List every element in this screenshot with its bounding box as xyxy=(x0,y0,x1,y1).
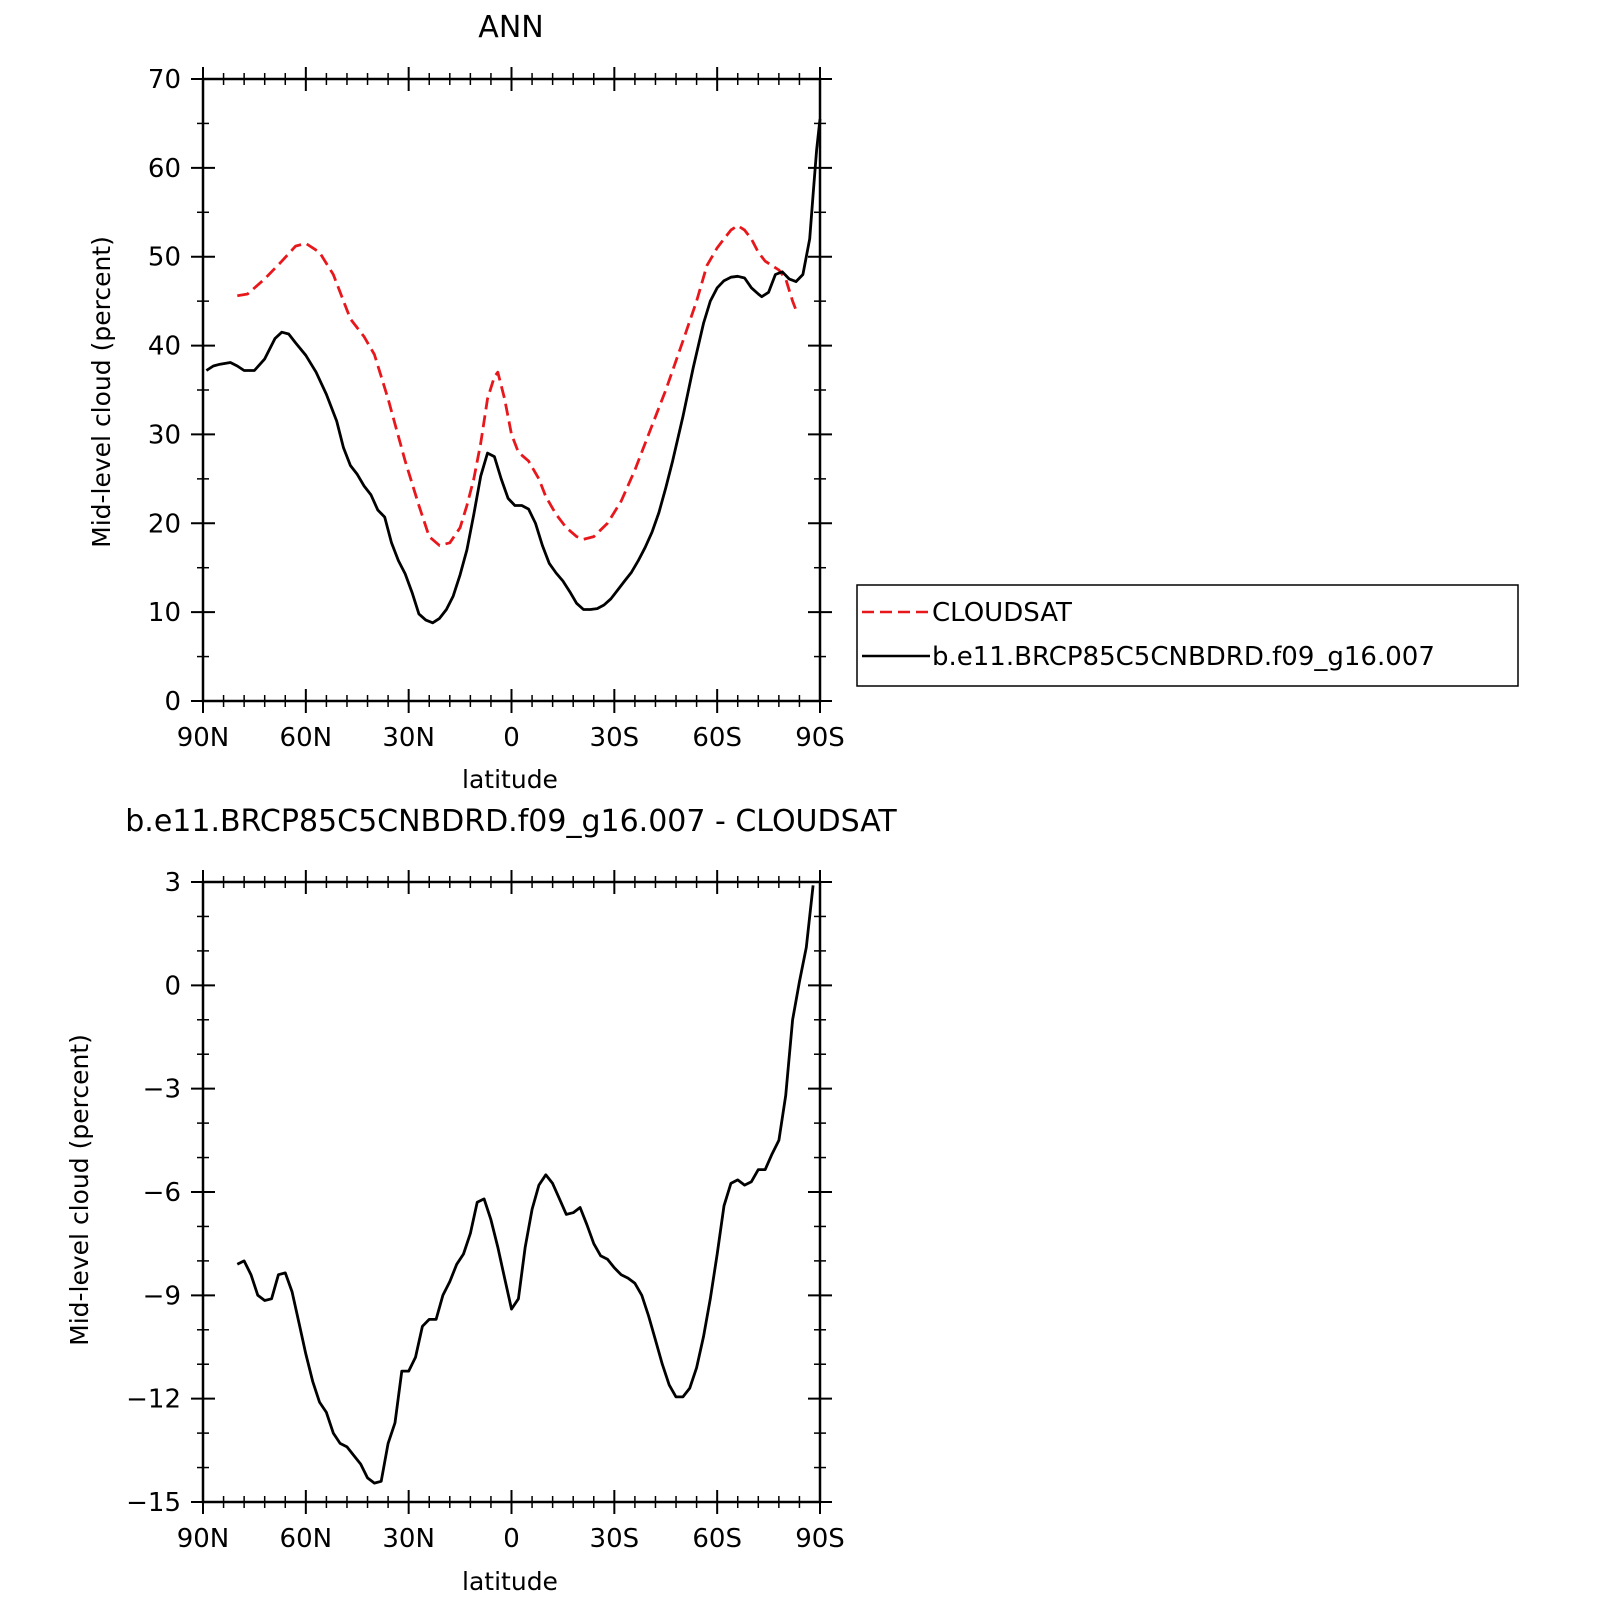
x-tick-label: 30N xyxy=(382,1524,435,1554)
series-line-b-e11-brcp85c5cnbdrd-f09-g16-007 xyxy=(205,118,822,625)
series-line-difference xyxy=(236,885,815,1485)
y-tick-label: 70 xyxy=(148,65,181,95)
y-tick-label: −9 xyxy=(143,1281,181,1311)
legend-label-cloudsat: CLOUDSAT xyxy=(932,598,1072,628)
y-tick-label: −3 xyxy=(143,1075,181,1105)
bottom-chart: b.e11.BRCP85C5CNBDRD.f09_g16.007 - CLOUD… xyxy=(65,804,897,1596)
y-tick-label: 0 xyxy=(164,687,181,717)
x-tick-label: 0 xyxy=(503,1524,520,1554)
plot-frame xyxy=(201,77,822,703)
x-tick-label: 60S xyxy=(692,723,742,753)
y-tick-label: −15 xyxy=(126,1488,181,1518)
x-tick-label: 30S xyxy=(590,723,640,753)
x-tick-label: 60S xyxy=(692,1524,742,1554)
chart-title: b.e11.BRCP85C5CNBDRD.f09_g16.007 - CLOUD… xyxy=(125,804,897,839)
y-tick-label: 20 xyxy=(148,509,181,539)
x-axis-label: latitude xyxy=(462,1567,558,1596)
x-tick-label: 90S xyxy=(795,1524,845,1554)
x-axis-label: latitude xyxy=(462,765,558,794)
legend-box xyxy=(856,584,1519,687)
x-tick-label: 90N xyxy=(177,1524,230,1554)
legend: CLOUDSAT b.e11.BRCP85C5CNBDRD.f09_g16.00… xyxy=(856,584,1519,687)
x-tick-label: 90S xyxy=(795,723,845,753)
legend-label-model: b.e11.BRCP85C5CNBDRD.f09_g16.007 xyxy=(932,642,1435,672)
x-tick-label: 90N xyxy=(177,723,230,753)
y-tick-label: 60 xyxy=(148,154,181,184)
y-tick-label: −12 xyxy=(126,1385,181,1415)
top-chart: ANN 0 10 20 30 40 50 60 70 90N 60N 30N 0 30S 60S 90S M… xyxy=(87,10,845,794)
x-tick-label: 0 xyxy=(503,723,520,753)
series-line-cloudsat xyxy=(237,224,798,547)
y-tick-label: −6 xyxy=(143,1178,181,1208)
y-axis-label: Mid-level cloud (percent) xyxy=(65,1034,94,1346)
y-tick-label: 30 xyxy=(148,420,181,450)
chart-title: ANN xyxy=(478,10,543,45)
x-tick-label: 30N xyxy=(382,723,435,753)
y-tick-label: 50 xyxy=(148,243,181,273)
x-tick-label: 30S xyxy=(590,1524,640,1554)
y-axis-label: Mid-level cloud (percent) xyxy=(87,236,116,548)
y-tick-label: 0 xyxy=(164,971,181,1001)
x-tick-label: 60N xyxy=(280,1524,333,1554)
x-tick-label: 60N xyxy=(280,723,333,753)
y-tick-label: 40 xyxy=(148,332,181,362)
plot-area: −15 −12 −9 −6 −3 0 3 90N 60N 30N 0 30S 60S 90S xyxy=(126,868,845,1554)
plot-area: 0 10 20 30 40 50 60 70 90N 60N 30N 0 30S 60S 90S xyxy=(148,65,845,753)
y-tick-label: 10 xyxy=(148,598,181,628)
y-tick-label: 3 xyxy=(164,868,181,898)
